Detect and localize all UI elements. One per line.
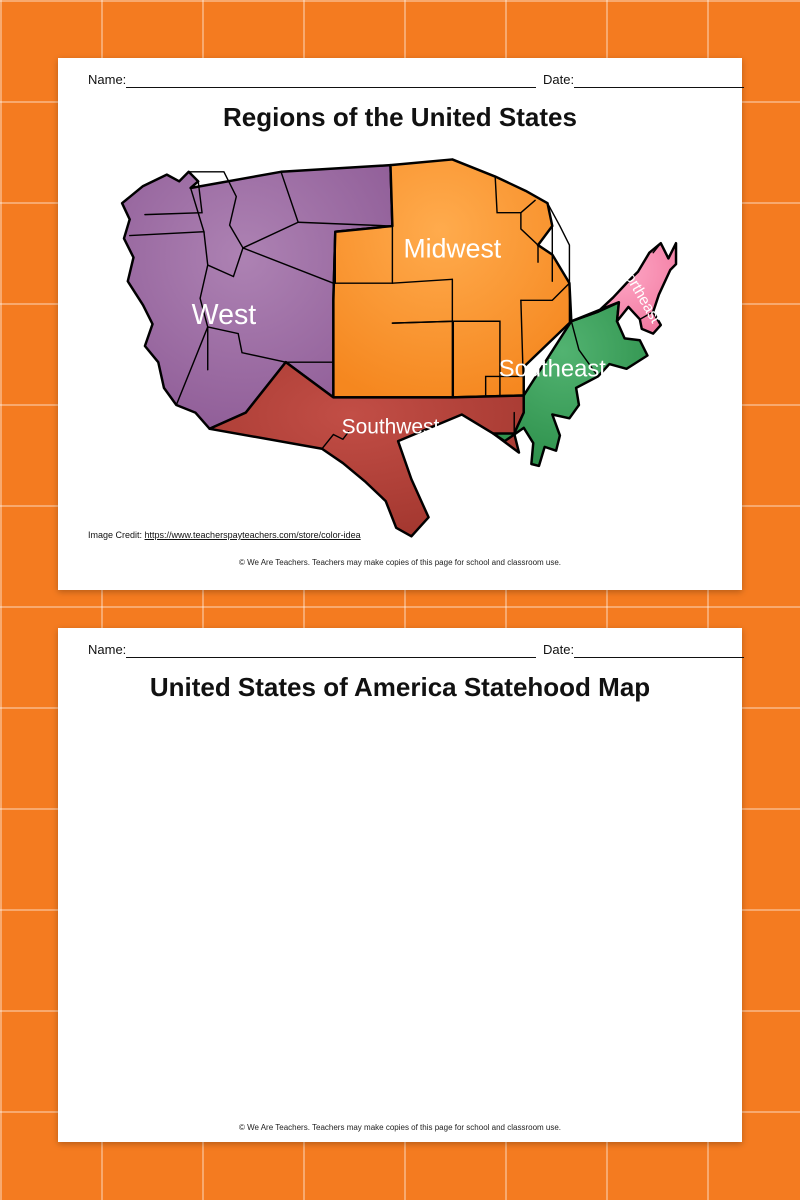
svg-text:Southeast: Southeast bbox=[499, 355, 606, 382]
svg-text:Midwest: Midwest bbox=[403, 233, 501, 263]
svg-text:West: West bbox=[192, 299, 257, 331]
svg-text:Southwest: Southwest bbox=[342, 416, 440, 439]
